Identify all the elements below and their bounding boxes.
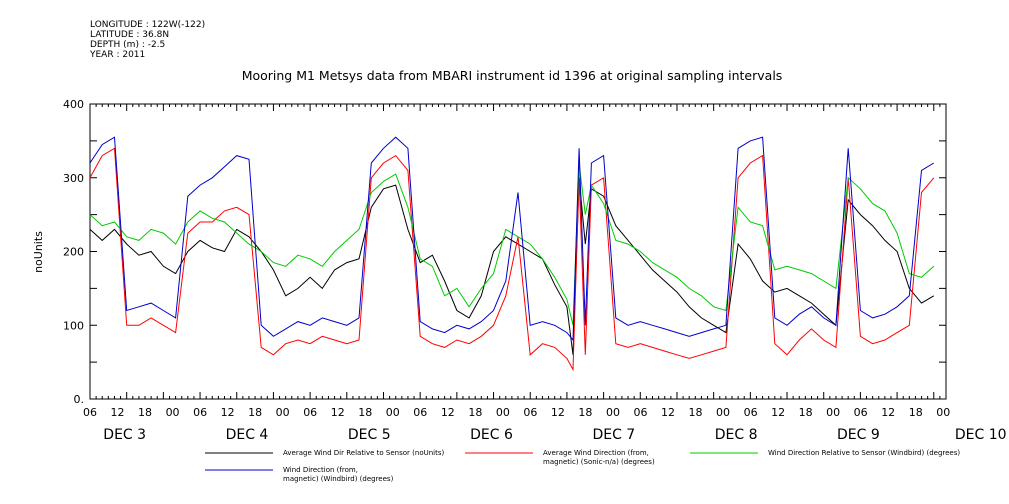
y-tick-label: 300: [63, 172, 84, 185]
y-axis-label: noUnits: [32, 231, 45, 273]
x-tick-label: 12: [441, 406, 455, 419]
x-tick-label: 00: [716, 406, 730, 419]
x-tick-label: 18: [909, 406, 923, 419]
x-tick-label: 00: [166, 406, 180, 419]
x-tick-label: 06: [303, 406, 317, 419]
x-tick-label: 12: [771, 406, 785, 419]
x-tick-label: 18: [689, 406, 703, 419]
legend-label-0: Average Wind Dir Relative to Sensor (noU…: [283, 449, 444, 457]
metadata-block: LONGITUDE : 122W(-122) LATITUDE : 36.8N …: [90, 20, 205, 60]
x-date-label: DEC 6: [470, 427, 513, 443]
legend-label-2: Wind Direction Relative to Sensor (Windb…: [768, 449, 960, 457]
x-tick-label: 00: [496, 406, 510, 419]
x-date-label: DEC 9: [837, 427, 880, 443]
x-tick-label: 06: [523, 406, 537, 419]
x-tick-label: 12: [111, 406, 125, 419]
x-tick-label: 06: [854, 406, 868, 419]
x-tick-label: 00: [826, 406, 840, 419]
x-tick-label: 18: [468, 406, 482, 419]
plot-frame: [89, 103, 947, 400]
x-tick-label: 18: [248, 406, 262, 419]
x-tick-label: 06: [193, 406, 207, 419]
x-date-label: DEC 10: [955, 427, 1007, 443]
x-tick-label: 00: [276, 406, 290, 419]
y-tick-label: 0.: [74, 393, 85, 406]
x-tick-label: 12: [331, 406, 345, 419]
depth-text: DEPTH (m) : -2.5: [90, 40, 166, 50]
y-tick-label: 200: [63, 246, 84, 259]
x-tick-label: 12: [221, 406, 235, 419]
x-tick-label: 00: [386, 406, 400, 419]
x-date-label: DEC 3: [103, 427, 146, 443]
series-line-1: [89, 147, 935, 372]
plot-area: 0. 100 200 300 400 06 12 18 00 06 12 18 00 06 12 18 00 06…: [63, 98, 1007, 443]
legend-label-1: Average Wind Direction (from,: [543, 449, 649, 457]
x-tick-label: 12: [661, 406, 675, 419]
legend-label-3-line2: magnetic) (Windbird) (degrees): [283, 475, 394, 483]
x-tick-label: 18: [578, 406, 592, 419]
x-tick-label: 06: [744, 406, 758, 419]
series-line-3: [89, 136, 935, 342]
year-text: YEAR : 2011: [90, 50, 146, 60]
longitude-text: LONGITUDE : 122W(-122): [90, 20, 206, 30]
x-tick-label: 06: [83, 406, 97, 419]
x-date-label: DEC 8: [715, 427, 758, 443]
x-date-label: DEC 7: [592, 427, 635, 443]
x-date-label: DEC 4: [226, 427, 269, 443]
x-tick-label: 12: [881, 406, 895, 419]
legend: Average Wind Dir Relative to Sensor (noU…: [205, 449, 960, 483]
chart-title: Mooring M1 Metsys data from MBARI instru…: [242, 68, 783, 83]
x-tick-label: 18: [358, 406, 372, 419]
legend-label-3: Wind Direction (from,: [283, 466, 358, 474]
y-tick-label: 100: [63, 319, 84, 332]
latitude-text: LATITUDE : 36.8N: [90, 30, 170, 40]
series-line-2: [89, 162, 935, 326]
series-line-0: [89, 177, 935, 355]
x-tick-label: 18: [799, 406, 813, 419]
x-tick-label: 18: [138, 406, 152, 419]
x-tick-label: 06: [413, 406, 427, 419]
x-tick-label: 12: [551, 406, 565, 419]
x-tick-label: 06: [633, 406, 647, 419]
x-tick-label: 00: [606, 406, 620, 419]
x-date-label: DEC 5: [348, 427, 391, 443]
legend-label-1-line2: magnetic) (Sonic-n/a) (degrees): [543, 458, 655, 466]
y-tick-label: 400: [63, 98, 84, 111]
x-tick-label: 00: [936, 406, 950, 419]
